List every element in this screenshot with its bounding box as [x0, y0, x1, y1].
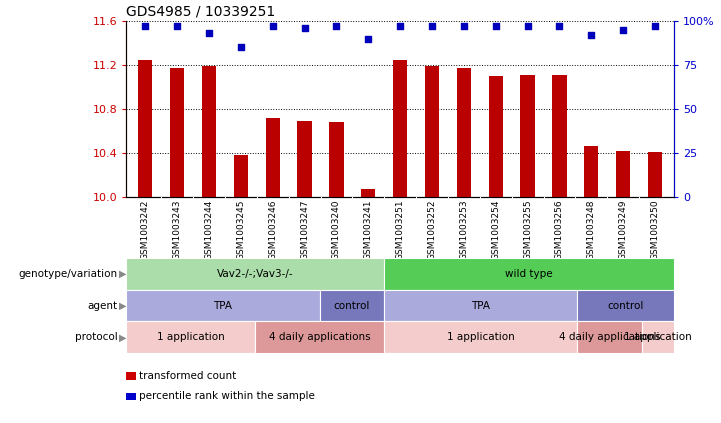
Text: GSM1003254: GSM1003254	[491, 200, 500, 260]
Text: protocol: protocol	[75, 332, 118, 342]
Text: GSM1003252: GSM1003252	[428, 200, 436, 260]
Text: ▶: ▶	[119, 301, 126, 310]
Text: GSM1003243: GSM1003243	[172, 200, 182, 260]
Bar	[584, 146, 598, 197]
Text: GSM1003253: GSM1003253	[459, 200, 469, 261]
Text: GSM1003248: GSM1003248	[587, 200, 596, 260]
Text: GSM1003250: GSM1003250	[650, 200, 660, 261]
Point	[140, 23, 151, 30]
Bar	[138, 60, 152, 197]
Bar	[202, 66, 216, 197]
Text: control: control	[334, 301, 370, 310]
Text: 1 application: 1 application	[447, 332, 515, 342]
Text: wild type: wild type	[505, 269, 553, 279]
Text: transformed count: transformed count	[139, 371, 236, 381]
Point	[235, 44, 247, 51]
Bar	[616, 151, 630, 197]
Point	[426, 23, 438, 30]
Bar	[361, 189, 376, 197]
Text: GSM1003246: GSM1003246	[268, 200, 277, 260]
Point	[267, 23, 278, 30]
Bar	[170, 69, 185, 197]
Bar	[234, 155, 248, 197]
Text: GSM1003251: GSM1003251	[396, 200, 404, 261]
Text: GSM1003247: GSM1003247	[300, 200, 309, 260]
Text: GSM1003255: GSM1003255	[523, 200, 532, 261]
Text: ▶: ▶	[119, 269, 126, 279]
Text: Vav2-/-;Vav3-/-: Vav2-/-;Vav3-/-	[217, 269, 293, 279]
Text: GSM1003245: GSM1003245	[236, 200, 245, 260]
Bar	[393, 60, 407, 197]
Text: 4 daily applications: 4 daily applications	[269, 332, 371, 342]
Point	[649, 23, 660, 30]
Point	[172, 23, 183, 30]
Point	[394, 23, 406, 30]
Bar	[648, 152, 662, 197]
Text: GSM1003242: GSM1003242	[141, 200, 150, 260]
Text: 1 application: 1 application	[624, 332, 692, 342]
Text: 4 daily applications: 4 daily applications	[559, 332, 660, 342]
Text: TPA: TPA	[213, 301, 232, 310]
Text: GSM1003241: GSM1003241	[364, 200, 373, 260]
Text: genotype/variation: genotype/variation	[19, 269, 118, 279]
Point	[617, 27, 629, 33]
Text: ▶: ▶	[119, 332, 126, 342]
Text: GSM1003244: GSM1003244	[205, 200, 213, 260]
Text: TPA: TPA	[472, 301, 490, 310]
Text: GSM1003256: GSM1003256	[555, 200, 564, 261]
Bar	[298, 121, 311, 197]
Point	[363, 36, 374, 42]
Bar	[329, 122, 344, 197]
Point	[203, 30, 215, 37]
Text: 1 application: 1 application	[156, 332, 224, 342]
Point	[585, 32, 597, 38]
Point	[554, 23, 565, 30]
Text: GDS4985 / 10339251: GDS4985 / 10339251	[126, 5, 275, 19]
Bar	[521, 75, 535, 197]
Point	[331, 23, 342, 30]
Text: GSM1003249: GSM1003249	[619, 200, 628, 260]
Text: percentile rank within the sample: percentile rank within the sample	[139, 391, 315, 401]
Text: agent: agent	[87, 301, 118, 310]
Text: control: control	[608, 301, 644, 310]
Bar	[425, 66, 439, 197]
Point	[458, 23, 469, 30]
Point	[298, 25, 310, 32]
Point	[490, 23, 502, 30]
Bar	[456, 69, 471, 197]
Text: GSM1003240: GSM1003240	[332, 200, 341, 260]
Bar	[552, 75, 567, 197]
Bar	[489, 76, 503, 197]
Bar	[265, 118, 280, 197]
Point	[522, 23, 534, 30]
